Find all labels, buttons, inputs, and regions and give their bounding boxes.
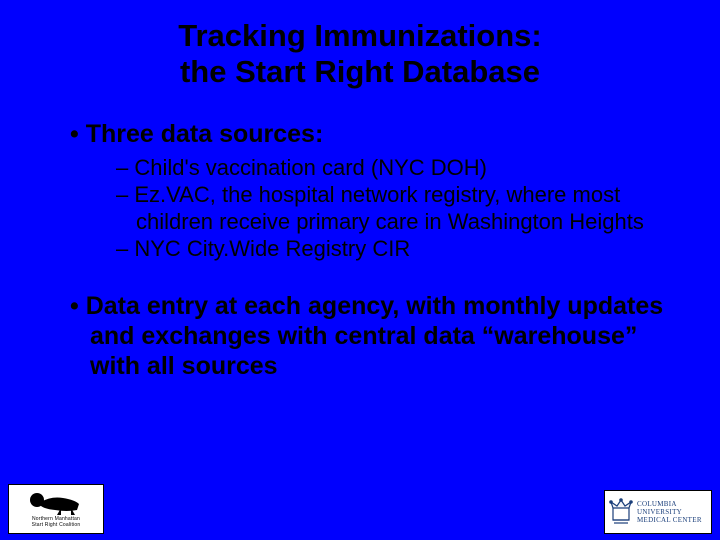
logo-right-line1: COLUMBIA UNIVERSITY	[637, 500, 707, 516]
bullet-1: Three data sources:	[70, 119, 680, 149]
logo-right-line2: MEDICAL CENTER	[637, 516, 707, 524]
logo-left: Northern Manhattan Start Right Coalition	[8, 484, 104, 534]
bullet-1-text: Three data sources:	[86, 120, 324, 148]
slide-title: Tracking Immunizations: the Start Right …	[40, 18, 680, 89]
footer: Northern Manhattan Start Right Coalition…	[8, 480, 712, 534]
logo-right: COLUMBIA UNIVERSITY MEDICAL CENTER	[604, 490, 712, 534]
logo-right-text: COLUMBIA UNIVERSITY MEDICAL CENTER	[637, 500, 707, 524]
sub-bullet-1: Child's vaccination card (NYC DOH)	[116, 155, 680, 182]
logo-left-caption: Northern Manhattan Start Right Coalition	[32, 517, 81, 528]
logo-left-line2: Start Right Coalition	[32, 522, 81, 528]
bullet-1-sublist: Child's vaccination card (NYC DOH) Ez.VA…	[70, 155, 680, 262]
slide: Tracking Immunizations: the Start Right …	[0, 0, 720, 540]
title-line-1: Tracking Immunizations:	[178, 18, 541, 53]
sub-bullet-3: NYC City.Wide Registry CIR	[116, 236, 680, 263]
bullet-2-text: Data entry at each agency, with monthly …	[86, 292, 663, 380]
bullet-list: Three data sources: Child's vaccination …	[40, 119, 680, 380]
title-line-2: the Start Right Database	[180, 54, 540, 89]
baby-icon	[21, 490, 91, 516]
sub-bullet-2: Ez.VAC, the hospital network registry, w…	[116, 182, 680, 236]
bullet-2: Data entry at each agency, with monthly …	[70, 291, 680, 381]
crown-icon	[609, 498, 633, 526]
